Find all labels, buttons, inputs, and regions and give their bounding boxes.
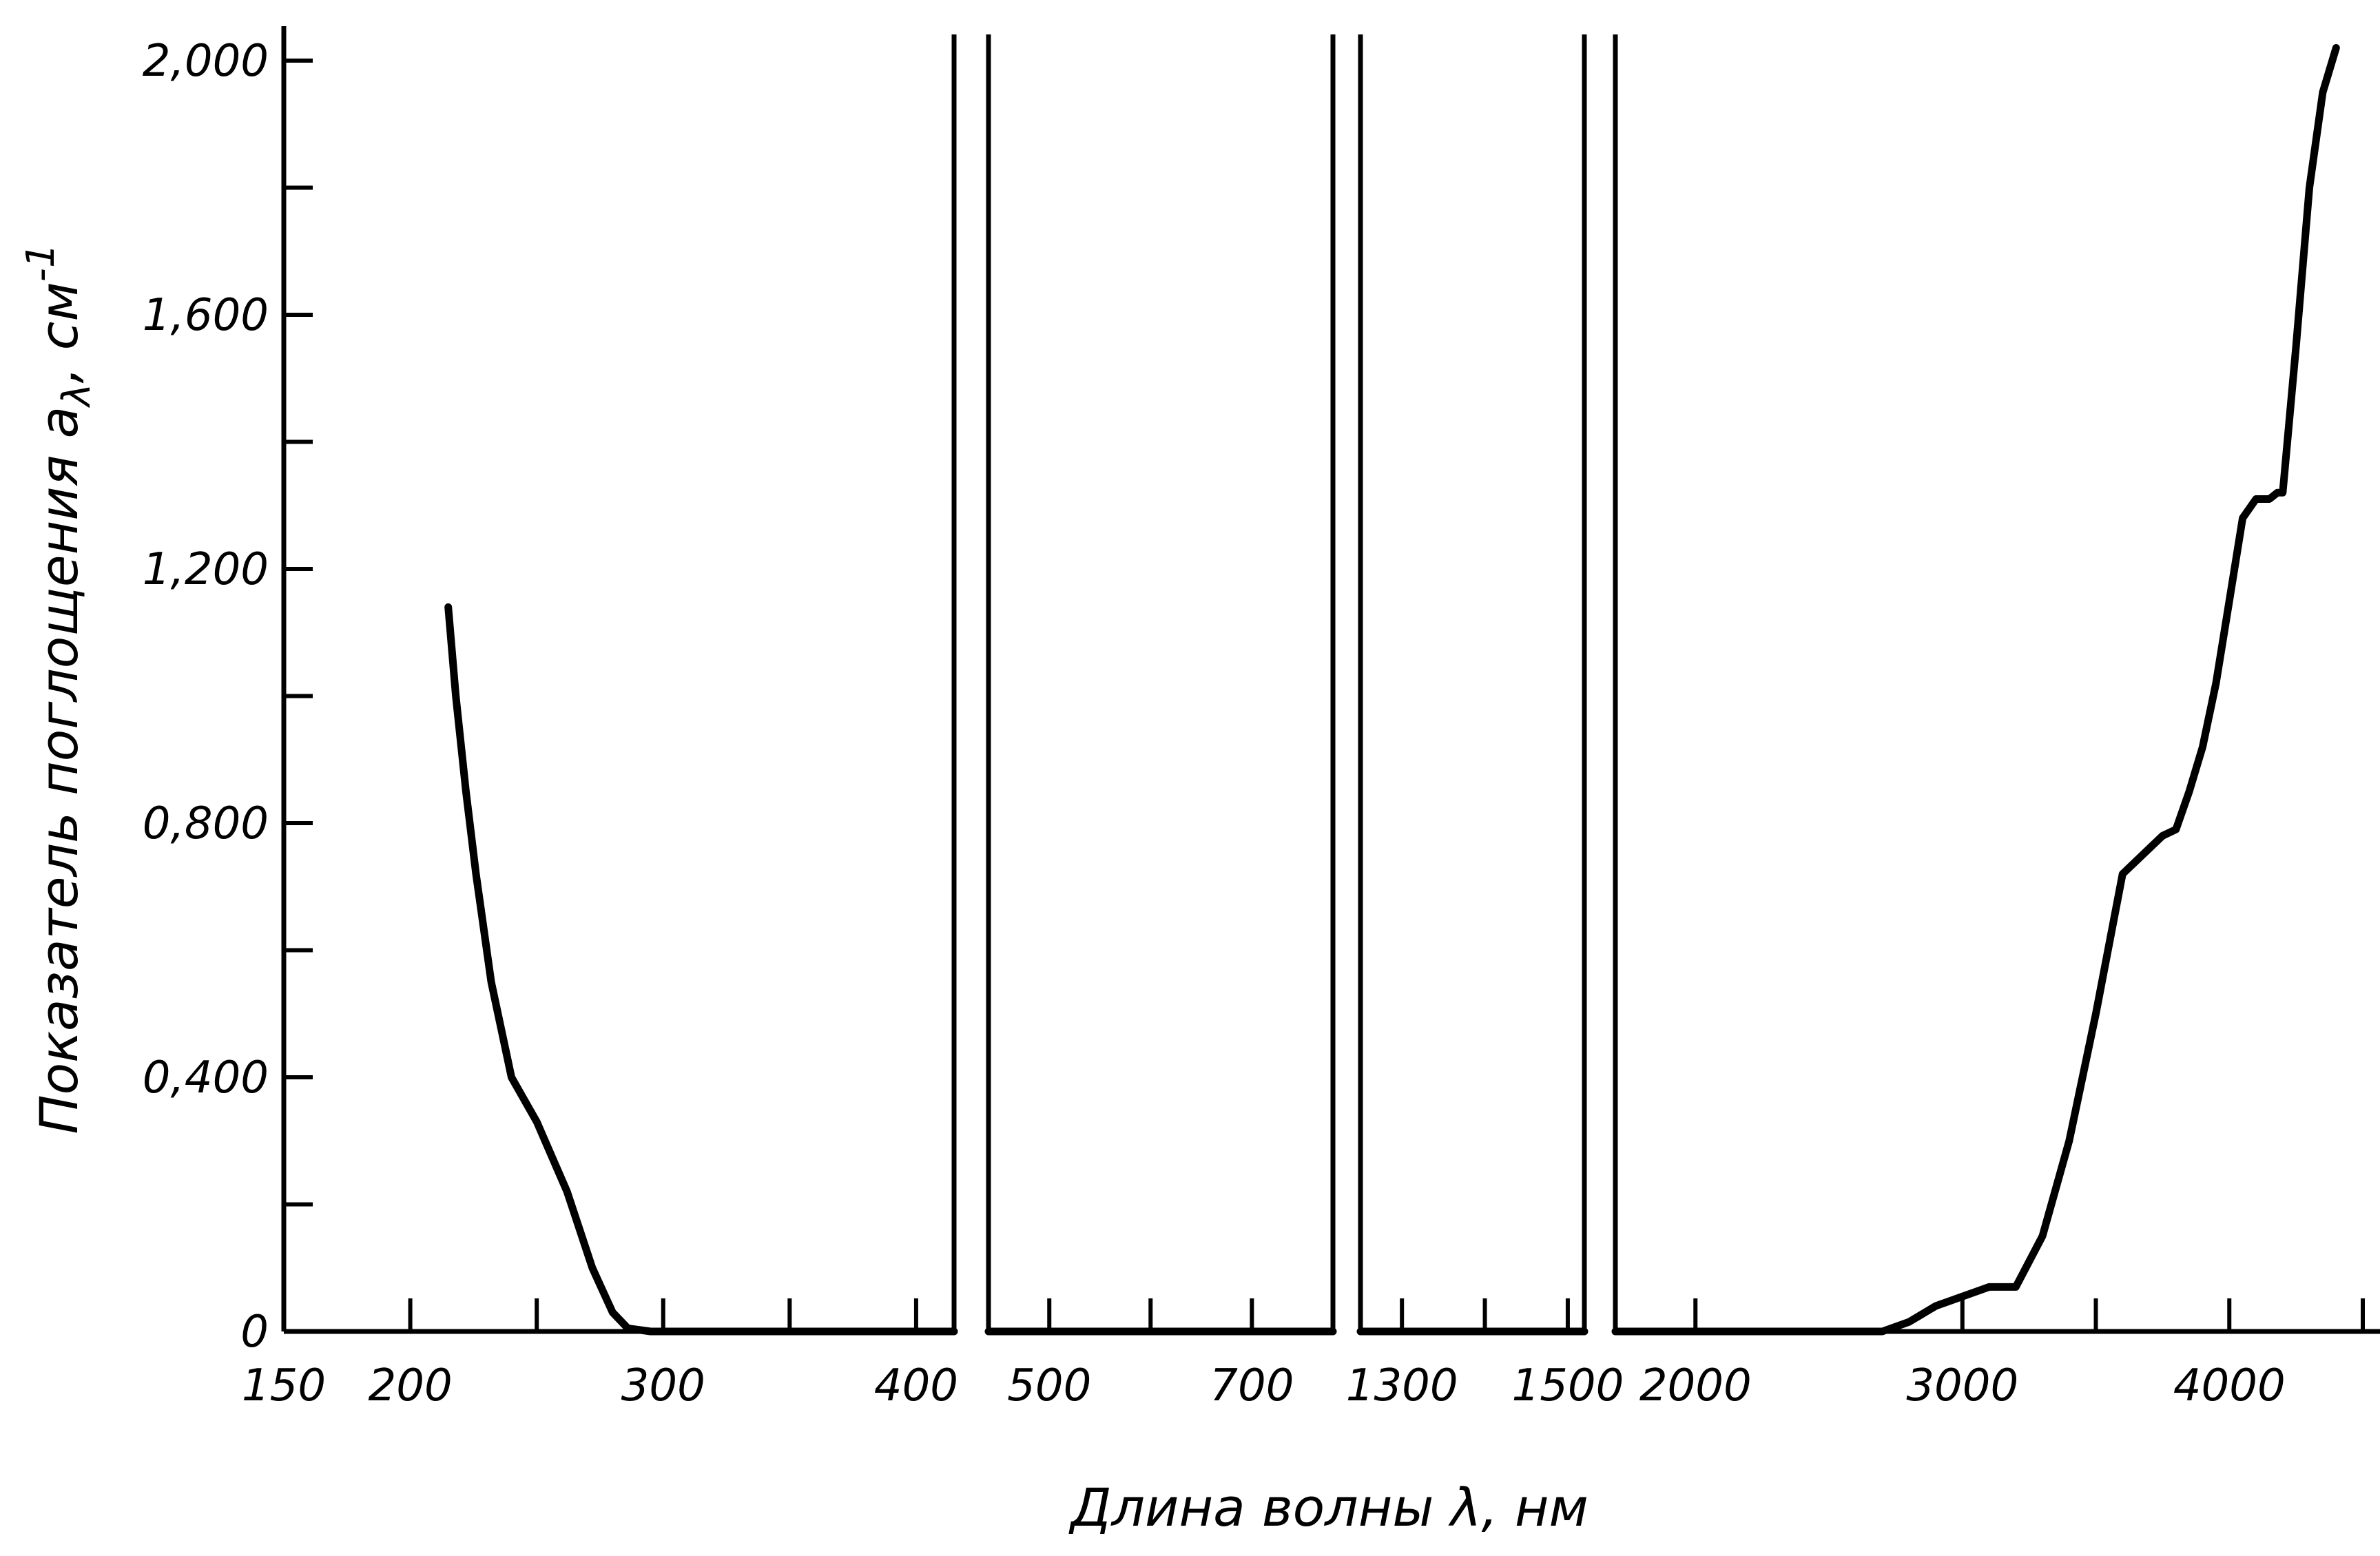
x-tick-label: 400	[874, 1360, 958, 1411]
x-tick-label: 200	[369, 1360, 453, 1411]
y-axis-title-main: Показатель поглощения a	[28, 406, 90, 1134]
x-tick-label: 4000	[2173, 1360, 2286, 1411]
x-tick-label: 700	[1210, 1360, 1294, 1411]
y-tick-label: 1,600	[143, 290, 269, 341]
y-axis-title-subscript: λ	[54, 384, 99, 408]
series-layer	[444, 44, 2340, 1336]
y-tick-label: 0,800	[143, 798, 269, 849]
absorption-curve-segment	[444, 603, 958, 1336]
x-axis-title: Длина волны λ, нм	[1068, 1477, 1589, 1538]
x-tick-label: 500	[1007, 1360, 1091, 1411]
x-tick-label: 150	[242, 1360, 326, 1411]
y-axis-title-unit: , см	[28, 282, 90, 383]
y-tick-label: 0	[240, 1307, 269, 1358]
y-tick-label: 0,400	[143, 1052, 269, 1103]
x-tick-label: 3000	[1906, 1360, 2018, 1411]
y-tick-label: 2,000	[143, 36, 269, 87]
y-axis-title-unit-exponent: -1	[19, 243, 63, 282]
y-axis-title: Показатель поглощения aλ, см-1	[19, 243, 99, 1134]
x-tick-label: 300	[621, 1360, 705, 1411]
absorption-curve-segment	[1611, 44, 2340, 1336]
axes-layer: 0 0,400 0,800 1,200 1,600 2,000 150 200 300 400 50…	[143, 26, 2380, 1411]
y-tick-label: 1,200	[143, 544, 269, 595]
x-tick-label: 1500	[1511, 1360, 1624, 1411]
labels-layer: Длина волны λ, нм Показатель поглощения …	[19, 243, 1589, 1538]
x-tick-label: 1300	[1346, 1360, 1458, 1411]
x-tick-label: 2000	[1639, 1360, 1752, 1411]
